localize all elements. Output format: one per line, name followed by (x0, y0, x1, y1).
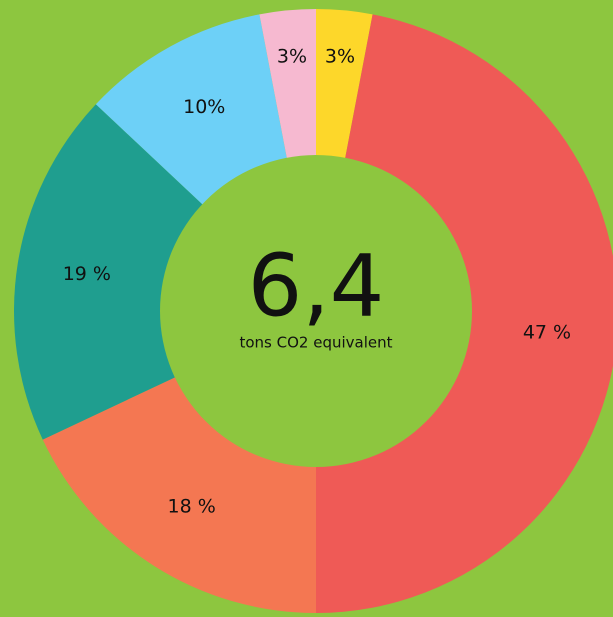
slice-label: 19 % (63, 263, 111, 285)
slice-label: 18 % (168, 495, 216, 517)
slice-label: 3% (277, 46, 307, 68)
slice-label: 47 % (523, 321, 571, 343)
slice-label: 10% (183, 96, 225, 118)
center-value: 6,4 (248, 236, 385, 336)
donut-hole (160, 155, 472, 467)
center-label: tons CO2 equivalent (239, 334, 392, 352)
slice-label: 3% (325, 46, 355, 68)
